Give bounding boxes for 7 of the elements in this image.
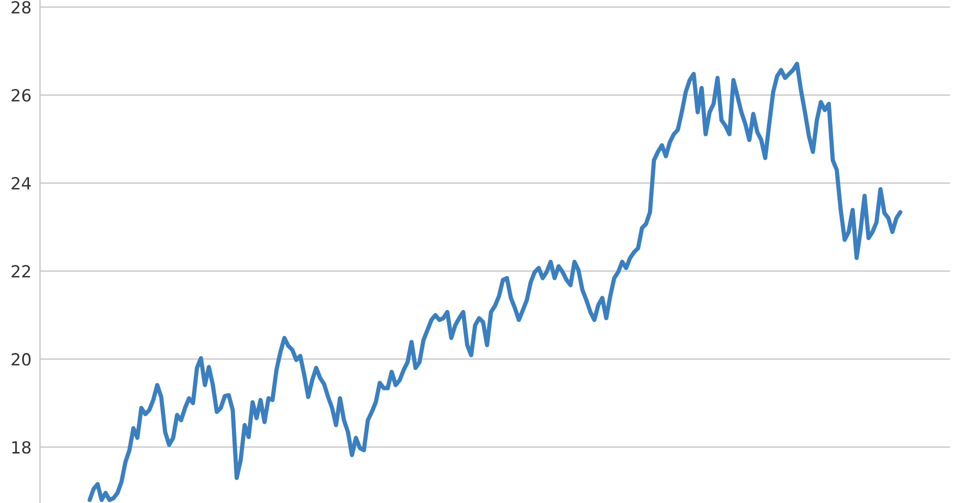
y-tick-label: 24 xyxy=(12,177,31,190)
y-tick-label: 22 xyxy=(12,265,30,278)
y-tick-label: 20 xyxy=(12,353,31,366)
y-tick-label: 26 xyxy=(12,89,31,102)
y-tick-label: 28 xyxy=(12,1,31,14)
y-tick-label: 18 xyxy=(12,441,31,454)
line-series xyxy=(88,62,902,502)
